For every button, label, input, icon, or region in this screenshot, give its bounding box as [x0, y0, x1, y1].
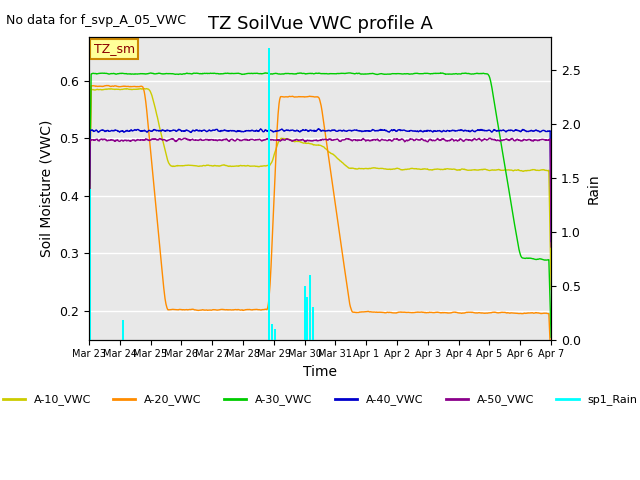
Bar — [90, 189, 92, 340]
Bar — [306, 297, 308, 340]
Y-axis label: Rain: Rain — [586, 173, 600, 204]
Bar — [312, 307, 314, 340]
Text: TZ_sm: TZ_sm — [93, 42, 134, 56]
Title: TZ SoilVue VWC profile A: TZ SoilVue VWC profile A — [207, 15, 433, 33]
Y-axis label: Soil Moisture (VWC): Soil Moisture (VWC) — [40, 120, 54, 257]
Bar — [122, 320, 124, 340]
Bar — [309, 275, 311, 340]
Bar — [268, 48, 270, 340]
Text: No data for f_svp_A_05_VWC: No data for f_svp_A_05_VWC — [6, 14, 186, 27]
X-axis label: Time: Time — [303, 365, 337, 379]
Bar — [303, 286, 305, 340]
Legend: A-10_VWC, A-20_VWC, A-30_VWC, A-40_VWC, A-50_VWC, sp1_Rain: A-10_VWC, A-20_VWC, A-30_VWC, A-40_VWC, … — [0, 390, 640, 410]
Bar — [271, 324, 273, 340]
Bar — [275, 329, 276, 340]
